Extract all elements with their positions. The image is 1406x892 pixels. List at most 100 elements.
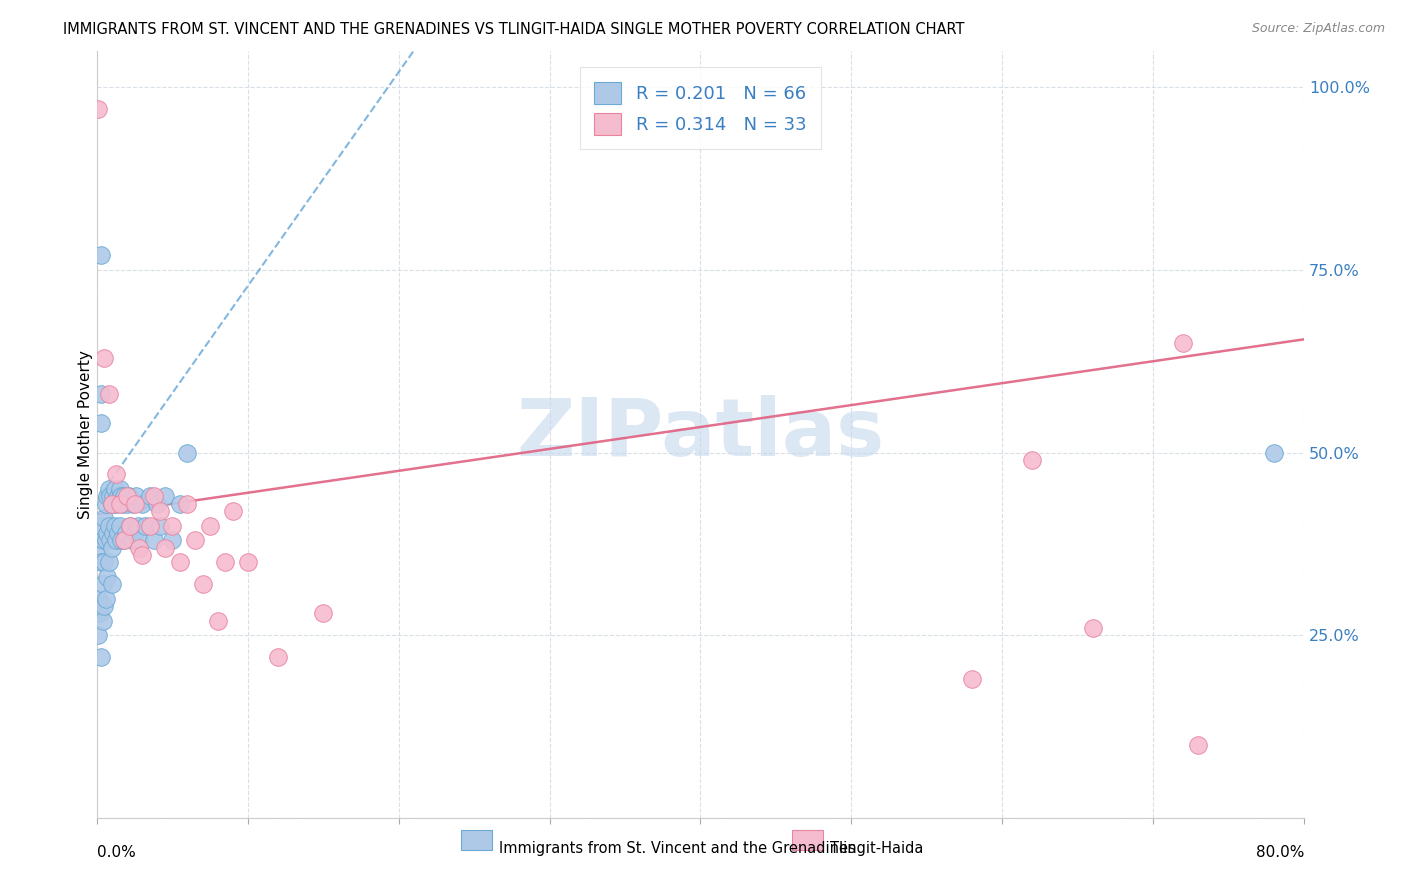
Point — [101, 497, 124, 511]
Point — [198, 518, 221, 533]
Point — [207, 614, 229, 628]
Point — [960, 672, 983, 686]
Point — [105, 533, 128, 548]
Point — [107, 490, 129, 504]
Point — [117, 490, 139, 504]
Point — [221, 504, 243, 518]
Point — [91, 533, 114, 548]
Point — [184, 533, 207, 548]
Point — [267, 650, 290, 665]
Point — [1263, 445, 1285, 459]
Point — [1021, 453, 1043, 467]
Point — [122, 497, 145, 511]
Point — [149, 518, 172, 533]
Point — [138, 518, 160, 533]
Text: Immigrants from St. Vincent and the Grenadines: Immigrants from St. Vincent and the Gren… — [499, 841, 856, 856]
Point — [146, 497, 169, 511]
Point — [103, 525, 125, 540]
Point — [97, 387, 120, 401]
Point — [115, 490, 138, 504]
Point — [214, 555, 236, 569]
Point — [1173, 335, 1195, 350]
Point — [104, 518, 127, 533]
Point — [93, 599, 115, 613]
Text: Tlingit-Haida: Tlingit-Haida — [830, 841, 924, 856]
Point — [101, 541, 124, 555]
Point — [112, 490, 135, 504]
Point — [138, 490, 160, 504]
Point — [236, 555, 259, 569]
Point — [87, 102, 110, 116]
Point — [134, 518, 156, 533]
Point — [312, 607, 335, 621]
Y-axis label: Single Mother Poverty: Single Mother Poverty — [79, 350, 93, 519]
Point — [124, 525, 146, 540]
Point — [128, 541, 150, 555]
Point — [90, 555, 112, 569]
Point — [90, 248, 112, 262]
Point — [105, 467, 128, 482]
Point — [110, 490, 132, 504]
Text: ZIPatlas: ZIPatlas — [516, 395, 884, 474]
Point — [176, 497, 198, 511]
Point — [100, 490, 122, 504]
Point — [108, 518, 131, 533]
Point — [87, 628, 110, 642]
Point — [105, 497, 128, 511]
Point — [93, 555, 115, 569]
Point — [89, 607, 111, 621]
Point — [90, 417, 112, 431]
Point — [90, 650, 112, 665]
Point — [162, 518, 184, 533]
Point — [104, 482, 127, 496]
Point — [94, 533, 117, 548]
Point — [120, 518, 142, 533]
Point — [94, 591, 117, 606]
Point — [162, 533, 184, 548]
Point — [91, 577, 114, 591]
Legend: R = 0.201   N = 66, R = 0.314   N = 33: R = 0.201 N = 66, R = 0.314 N = 33 — [579, 68, 821, 149]
Point — [103, 490, 125, 504]
Point — [97, 482, 120, 496]
Point — [120, 518, 142, 533]
Point — [101, 497, 124, 511]
Point — [1081, 621, 1104, 635]
Point — [115, 497, 138, 511]
Point — [127, 518, 149, 533]
Point — [90, 518, 112, 533]
Point — [93, 351, 115, 365]
Point — [131, 548, 153, 562]
Point — [97, 518, 120, 533]
Point — [1187, 738, 1209, 752]
Point — [143, 490, 166, 504]
Point — [131, 497, 153, 511]
Point — [124, 497, 146, 511]
Point — [169, 555, 191, 569]
Point — [112, 533, 135, 548]
Point — [176, 445, 198, 459]
Point — [101, 577, 124, 591]
Point — [94, 497, 117, 511]
Point — [100, 533, 122, 548]
Text: 80.0%: 80.0% — [1256, 845, 1303, 860]
Point — [125, 490, 148, 504]
Point — [121, 533, 143, 548]
Point — [191, 577, 214, 591]
Point — [90, 387, 112, 401]
Point — [93, 511, 115, 525]
Text: Source: ZipAtlas.com: Source: ZipAtlas.com — [1251, 22, 1385, 36]
Point — [169, 497, 191, 511]
Text: 0.0%: 0.0% — [97, 845, 135, 860]
Point — [96, 490, 118, 504]
Text: IMMIGRANTS FROM ST. VINCENT AND THE GRENADINES VS TLINGIT-HAIDA SINGLE MOTHER PO: IMMIGRANTS FROM ST. VINCENT AND THE GREN… — [63, 22, 965, 37]
Point — [153, 490, 176, 504]
Point — [128, 533, 150, 548]
Point — [112, 533, 135, 548]
Point — [108, 482, 131, 496]
Point — [97, 555, 120, 569]
Point — [108, 497, 131, 511]
Point — [114, 525, 136, 540]
Point — [143, 533, 166, 548]
Point — [111, 497, 134, 511]
Point — [89, 548, 111, 562]
